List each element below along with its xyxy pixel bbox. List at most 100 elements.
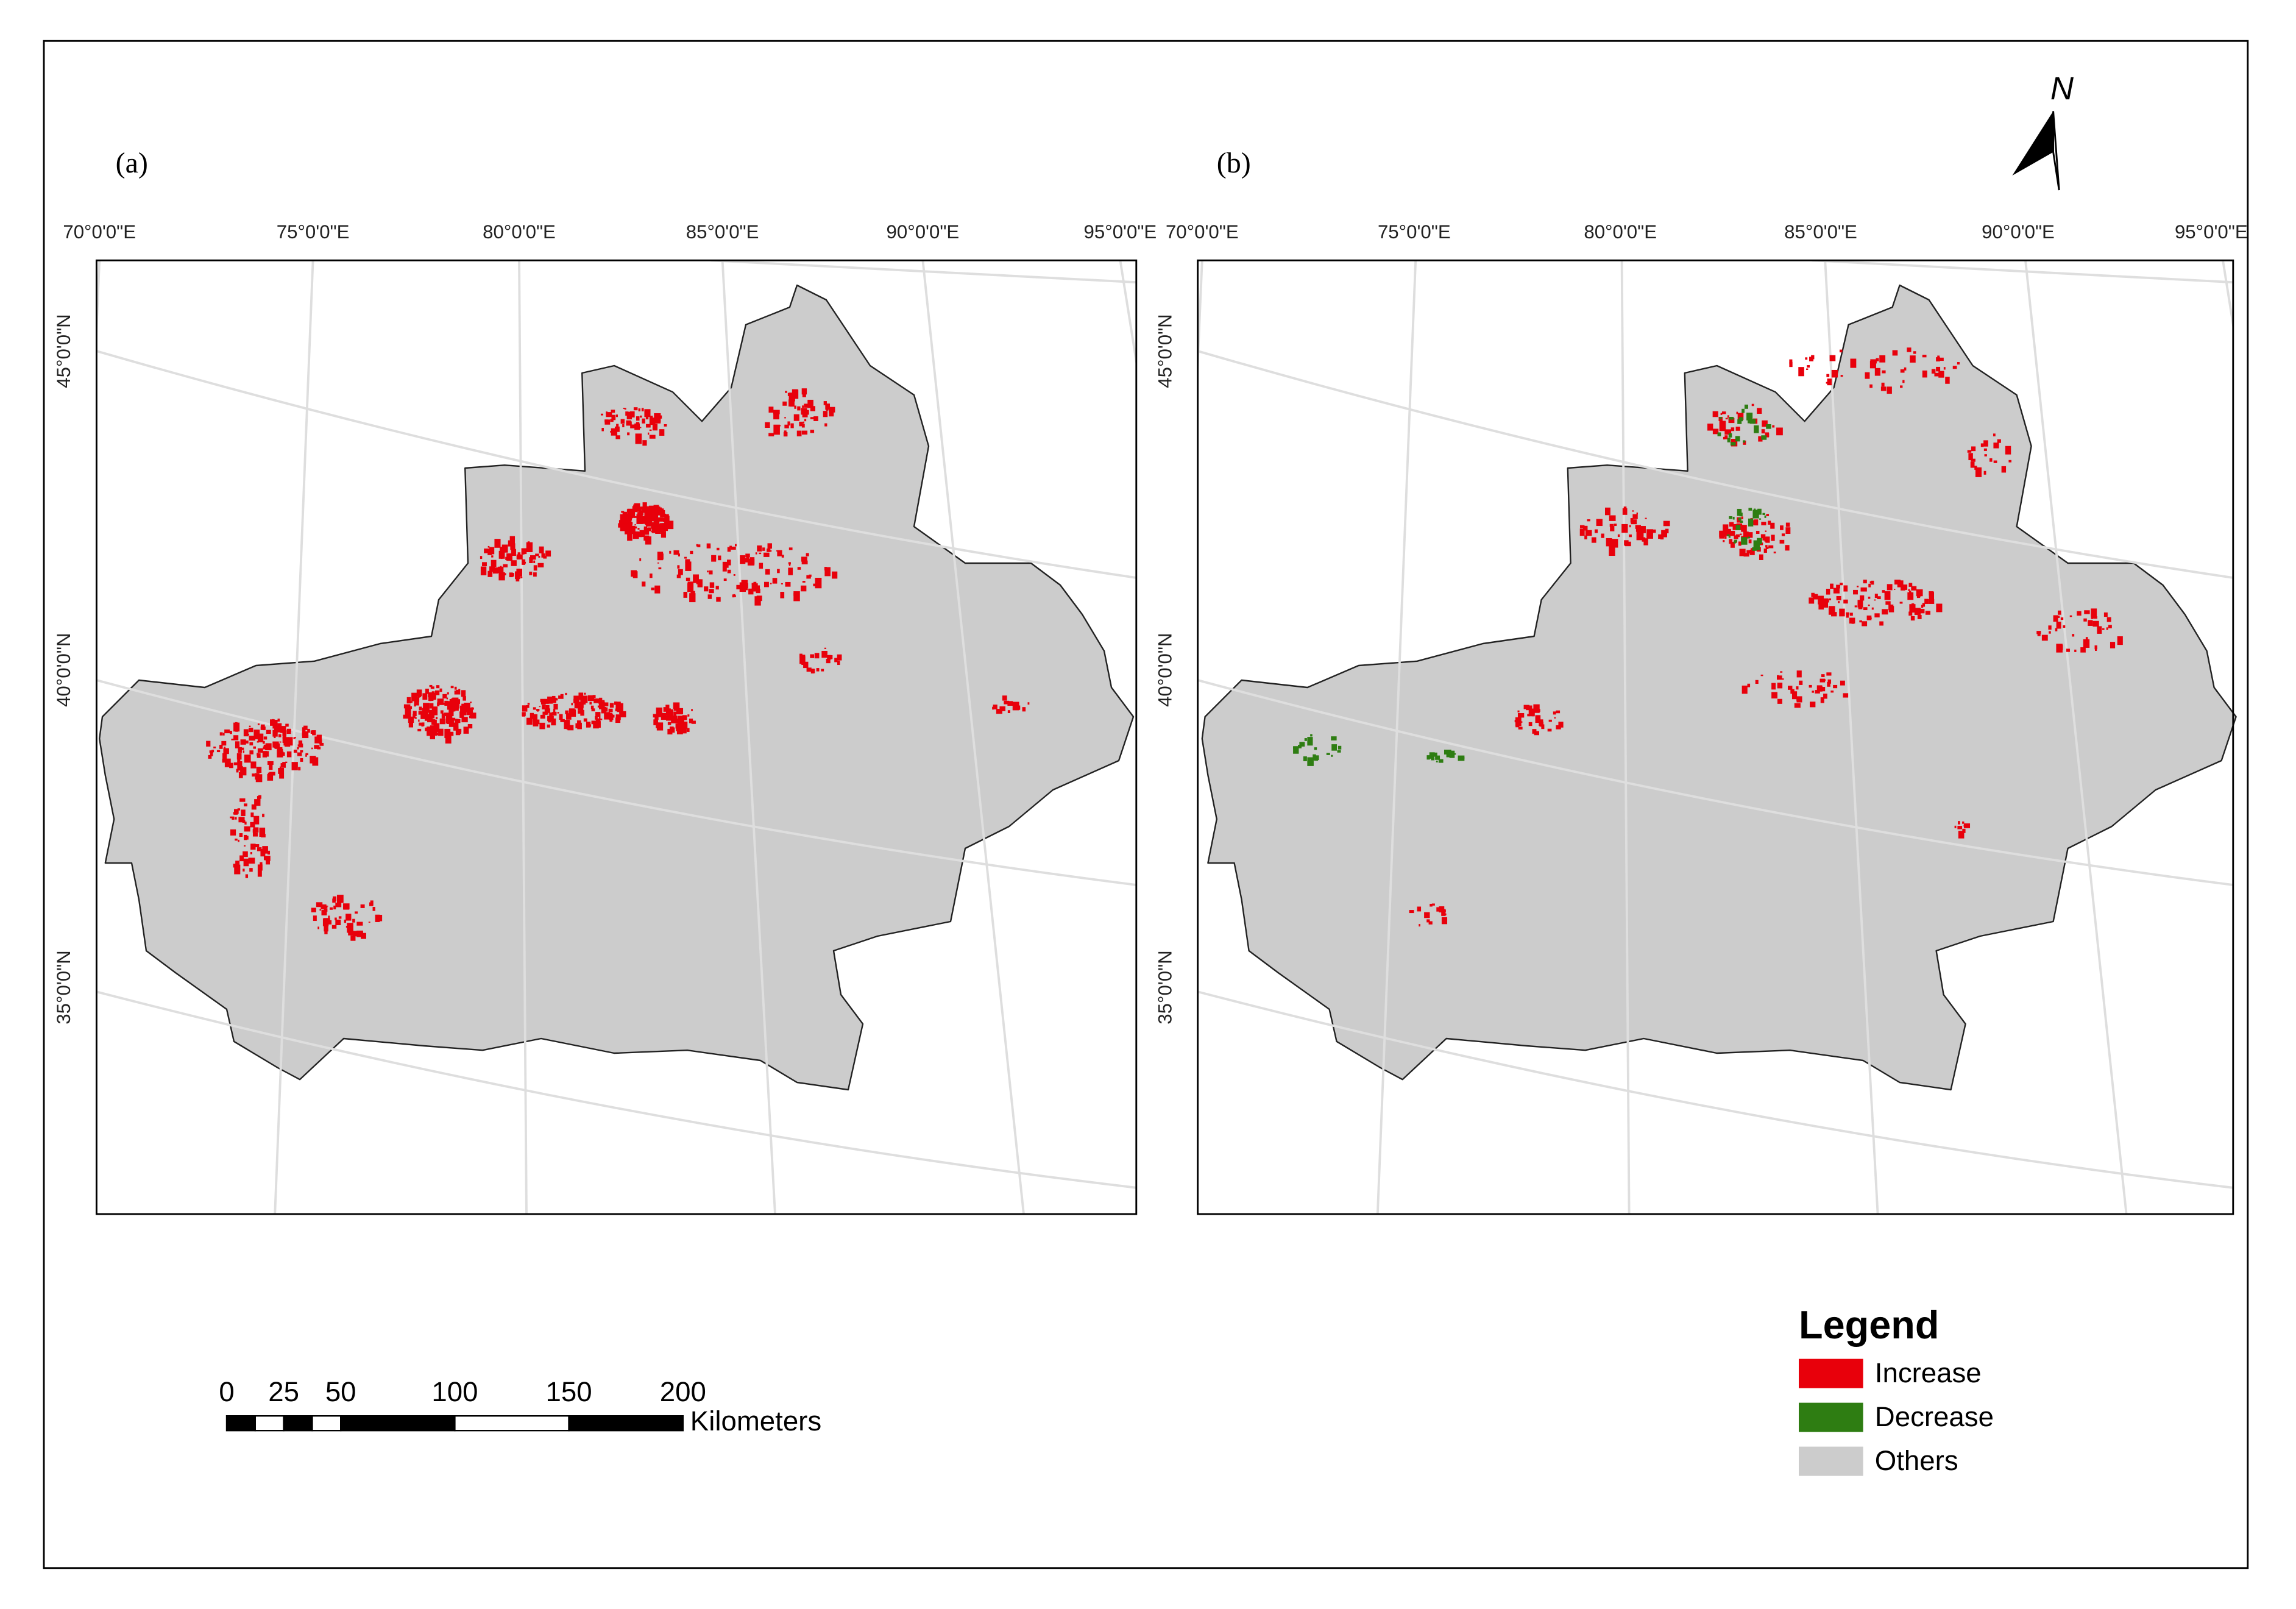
increase-patch	[500, 557, 503, 559]
increase-patch	[646, 424, 651, 428]
increase-patch	[634, 423, 640, 430]
increase-patch	[792, 389, 799, 399]
increase-patch	[801, 556, 807, 562]
increase-patch	[278, 734, 282, 737]
increase-patch	[1761, 522, 1766, 525]
increase-patch	[438, 728, 444, 736]
increase-patch	[1929, 591, 1934, 596]
map-panel: (b) 70°0'0"E 75°0'0"E 80°0'0"E 85°0'0"E 90°0'…	[1154, 147, 2248, 1215]
increase-patch	[1908, 583, 1913, 587]
longitude-line	[1620, 260, 1631, 1214]
increase-patch	[469, 716, 472, 719]
increase-patch	[797, 406, 801, 411]
increase-patch	[1885, 592, 1888, 595]
increase-patch	[1770, 522, 1775, 529]
increase-patch	[332, 898, 336, 903]
increase-patch	[1868, 583, 1871, 588]
increase-patch	[1958, 821, 1960, 825]
increase-patch	[784, 424, 789, 428]
scale-tick-label: 0	[219, 1376, 234, 1407]
increase-patch	[542, 705, 545, 709]
increase-patch	[643, 526, 648, 530]
decrease-patch	[1433, 755, 1435, 758]
increase-patch	[745, 553, 750, 558]
increase-patch	[338, 916, 342, 919]
increase-patch	[1820, 697, 1824, 703]
increase-patch	[272, 730, 278, 737]
decrease-patch	[1740, 520, 1743, 523]
increase-patch	[423, 703, 430, 713]
increase-patch	[448, 701, 453, 707]
increase-patch	[1724, 435, 1728, 439]
increase-patch	[430, 686, 434, 689]
increase-patch	[626, 420, 631, 426]
latitude-label: 45°0'0"N	[1154, 314, 1175, 388]
increase-patch	[781, 555, 784, 558]
increase-patch	[641, 516, 647, 524]
increase-patch	[810, 417, 814, 419]
increase-patch	[244, 826, 250, 832]
increase-patch	[522, 550, 525, 555]
increase-patch	[733, 595, 736, 597]
increase-patch	[1840, 680, 1845, 686]
increase-patch	[230, 829, 236, 836]
increase-patch	[1877, 596, 1881, 600]
increase-patch	[522, 559, 526, 565]
increase-patch	[612, 429, 617, 433]
increase-patch	[1882, 609, 1888, 615]
increase-patch	[1646, 529, 1653, 539]
increase-patch	[1528, 722, 1532, 726]
increase-patch	[456, 689, 460, 694]
increase-patch	[1796, 696, 1802, 703]
increase-patch	[686, 728, 690, 732]
increase-patch	[550, 698, 556, 703]
increase-patch	[1729, 522, 1734, 527]
increase-patch	[243, 729, 249, 737]
latitude-line	[1197, 990, 2233, 1189]
decrease-patch	[1462, 757, 1465, 759]
increase-patch	[1869, 384, 1873, 388]
increase-patch	[621, 511, 625, 513]
decrease-patch	[1436, 761, 1438, 762]
increase-patch	[1921, 605, 1924, 608]
increase-patch	[1426, 919, 1430, 923]
scale-tick-label: 200	[660, 1376, 706, 1407]
increase-patch	[2108, 625, 2112, 628]
increase-patch	[681, 721, 688, 729]
increase-patch	[803, 661, 809, 669]
increase-patch	[1809, 597, 1815, 604]
increase-patch	[231, 739, 234, 741]
longitude-label: 85°0'0"E	[1784, 221, 1857, 243]
increase-patch	[429, 699, 431, 701]
increase-patch	[1805, 357, 1808, 360]
increase-patch	[765, 422, 770, 428]
increase-patch	[1934, 372, 1940, 377]
increase-patch	[2106, 617, 2111, 622]
increase-patch	[1894, 580, 1901, 585]
increase-patch	[234, 864, 241, 875]
decrease-patch	[1752, 510, 1759, 519]
increase-patch	[537, 709, 539, 712]
increase-patch	[1431, 903, 1435, 906]
increase-patch	[1815, 690, 1820, 694]
increase-patch	[1963, 823, 1971, 828]
increase-patch	[792, 389, 798, 394]
increase-patch	[1724, 536, 1727, 539]
increase-patch	[1765, 547, 1769, 549]
decrease-patch	[1728, 433, 1732, 438]
increase-patch	[1441, 917, 1448, 925]
increase-patch	[263, 744, 271, 749]
increase-patch	[599, 701, 605, 709]
increase-patch	[782, 401, 787, 406]
increase-patch	[241, 809, 246, 816]
decrease-patch	[1719, 417, 1722, 419]
increase-patch	[527, 703, 530, 705]
increase-patch	[1723, 540, 1725, 542]
increase-patch	[593, 698, 600, 703]
longitude-label: 70°0'0"E	[63, 221, 136, 243]
increase-patch	[1419, 924, 1420, 927]
increase-patch	[749, 557, 755, 564]
increase-patch	[600, 413, 603, 416]
increase-patch	[1436, 907, 1440, 912]
increase-patch	[254, 844, 260, 848]
